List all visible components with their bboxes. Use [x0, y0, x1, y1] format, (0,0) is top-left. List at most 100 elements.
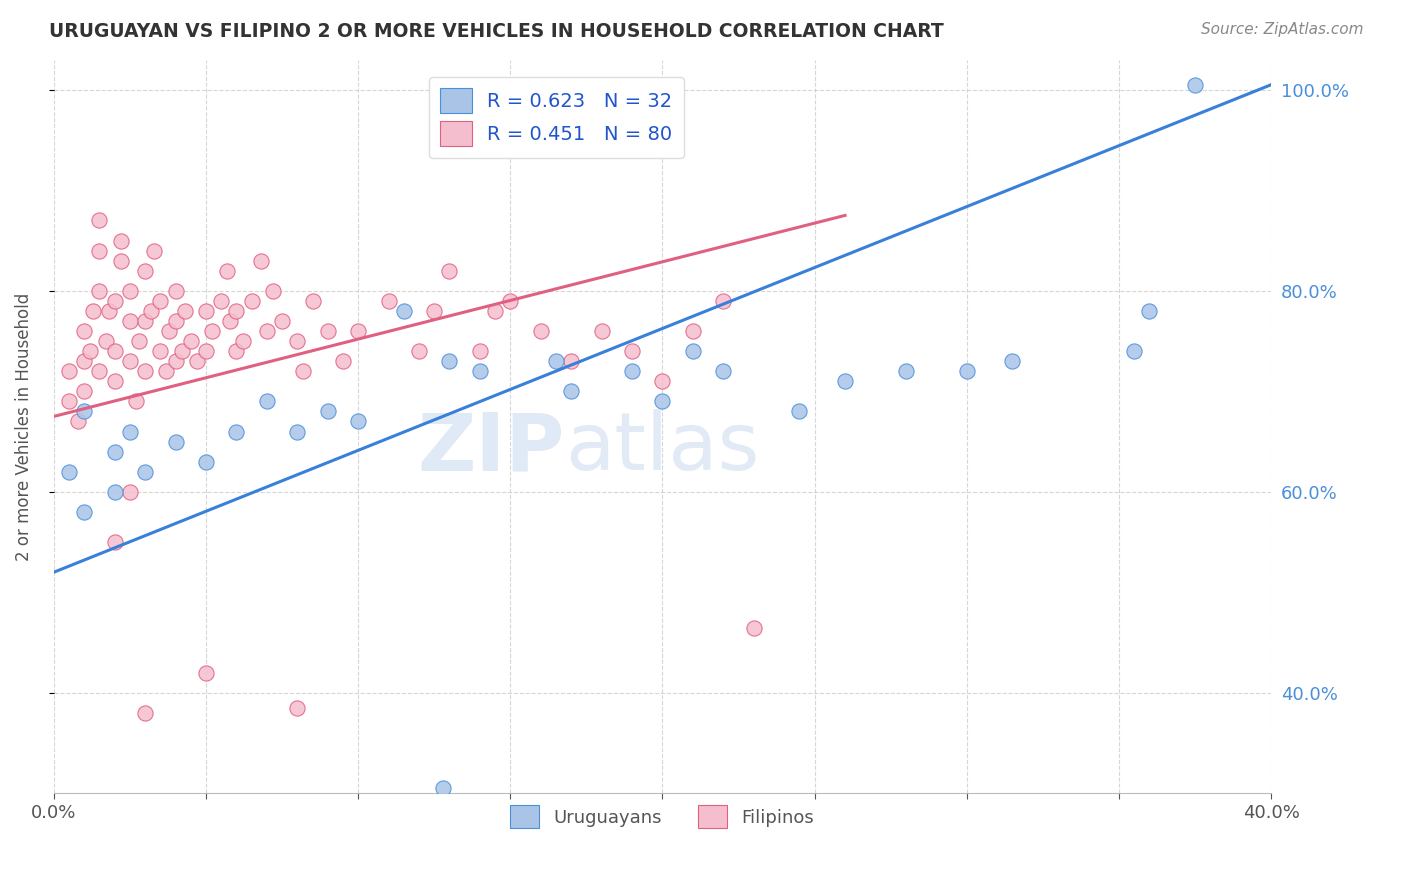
Point — [165, 284, 187, 298]
Text: URUGUAYAN VS FILIPINO 2 OR MORE VEHICLES IN HOUSEHOLD CORRELATION CHART: URUGUAYAN VS FILIPINO 2 OR MORE VEHICLES… — [49, 22, 943, 41]
Point — [79, 344, 101, 359]
Point — [530, 324, 553, 338]
Point — [89, 213, 111, 227]
Point — [165, 434, 187, 449]
Point — [110, 234, 132, 248]
Point — [195, 455, 218, 469]
Point — [104, 344, 127, 359]
Point — [134, 314, 156, 328]
Point — [711, 364, 734, 378]
Text: Source: ZipAtlas.com: Source: ZipAtlas.com — [1201, 22, 1364, 37]
Point — [73, 384, 96, 399]
Point — [432, 781, 454, 796]
Point — [165, 354, 187, 368]
Point — [544, 354, 567, 368]
Point — [621, 344, 644, 359]
Point — [201, 324, 224, 338]
Point — [894, 364, 917, 378]
Point — [73, 404, 96, 418]
Point — [789, 404, 811, 418]
Point — [1001, 354, 1024, 368]
Point — [332, 354, 354, 368]
Legend: Uruguayans, Filipinos: Uruguayans, Filipinos — [503, 798, 821, 836]
Point — [1137, 304, 1160, 318]
Point — [110, 253, 132, 268]
Point — [165, 314, 187, 328]
Point — [316, 324, 339, 338]
Point — [155, 364, 177, 378]
Point — [285, 334, 308, 348]
Point — [73, 354, 96, 368]
Point — [104, 374, 127, 388]
Point — [104, 293, 127, 308]
Point — [682, 344, 704, 359]
Point — [468, 364, 491, 378]
Point — [97, 304, 120, 318]
Point — [1123, 344, 1146, 359]
Point — [377, 293, 399, 308]
Point — [1184, 78, 1206, 92]
Point — [118, 484, 141, 499]
Point — [621, 364, 644, 378]
Point — [82, 304, 104, 318]
Point — [104, 484, 127, 499]
Point — [392, 304, 415, 318]
Point — [134, 465, 156, 479]
Point — [439, 263, 461, 277]
Point — [439, 354, 461, 368]
Text: ZIP: ZIP — [418, 409, 565, 488]
Point — [134, 364, 156, 378]
Point — [271, 314, 294, 328]
Point — [834, 374, 856, 388]
Point — [219, 314, 242, 328]
Point — [423, 304, 446, 318]
Point — [256, 324, 278, 338]
Point — [225, 425, 247, 439]
Point — [173, 304, 195, 318]
Point — [89, 284, 111, 298]
Point — [149, 344, 172, 359]
Point — [347, 324, 370, 338]
Point — [316, 404, 339, 418]
Point — [285, 425, 308, 439]
Point — [195, 665, 218, 680]
Point — [262, 284, 284, 298]
Point — [468, 344, 491, 359]
Point — [73, 505, 96, 519]
Point — [118, 425, 141, 439]
Point — [118, 284, 141, 298]
Point — [134, 263, 156, 277]
Point — [58, 394, 80, 409]
Point — [118, 314, 141, 328]
Point — [240, 293, 263, 308]
Point — [125, 394, 148, 409]
Point — [141, 304, 163, 318]
Text: atlas: atlas — [565, 409, 759, 488]
Point — [195, 344, 218, 359]
Point — [170, 344, 193, 359]
Point — [104, 444, 127, 458]
Point — [128, 334, 150, 348]
Point — [956, 364, 979, 378]
Point — [67, 414, 90, 428]
Point — [484, 304, 506, 318]
Point — [58, 364, 80, 378]
Point — [159, 324, 181, 338]
Point — [180, 334, 202, 348]
Point — [560, 354, 582, 368]
Point — [499, 293, 522, 308]
Point — [651, 394, 673, 409]
Point — [209, 293, 232, 308]
Y-axis label: 2 or more Vehicles in Household: 2 or more Vehicles in Household — [15, 293, 32, 560]
Point — [591, 324, 613, 338]
Point — [225, 344, 247, 359]
Point — [149, 293, 172, 308]
Point — [186, 354, 208, 368]
Point — [347, 414, 370, 428]
Point — [408, 344, 430, 359]
Point — [195, 304, 218, 318]
Point — [301, 293, 323, 308]
Point — [292, 364, 315, 378]
Point — [89, 364, 111, 378]
Point — [560, 384, 582, 399]
